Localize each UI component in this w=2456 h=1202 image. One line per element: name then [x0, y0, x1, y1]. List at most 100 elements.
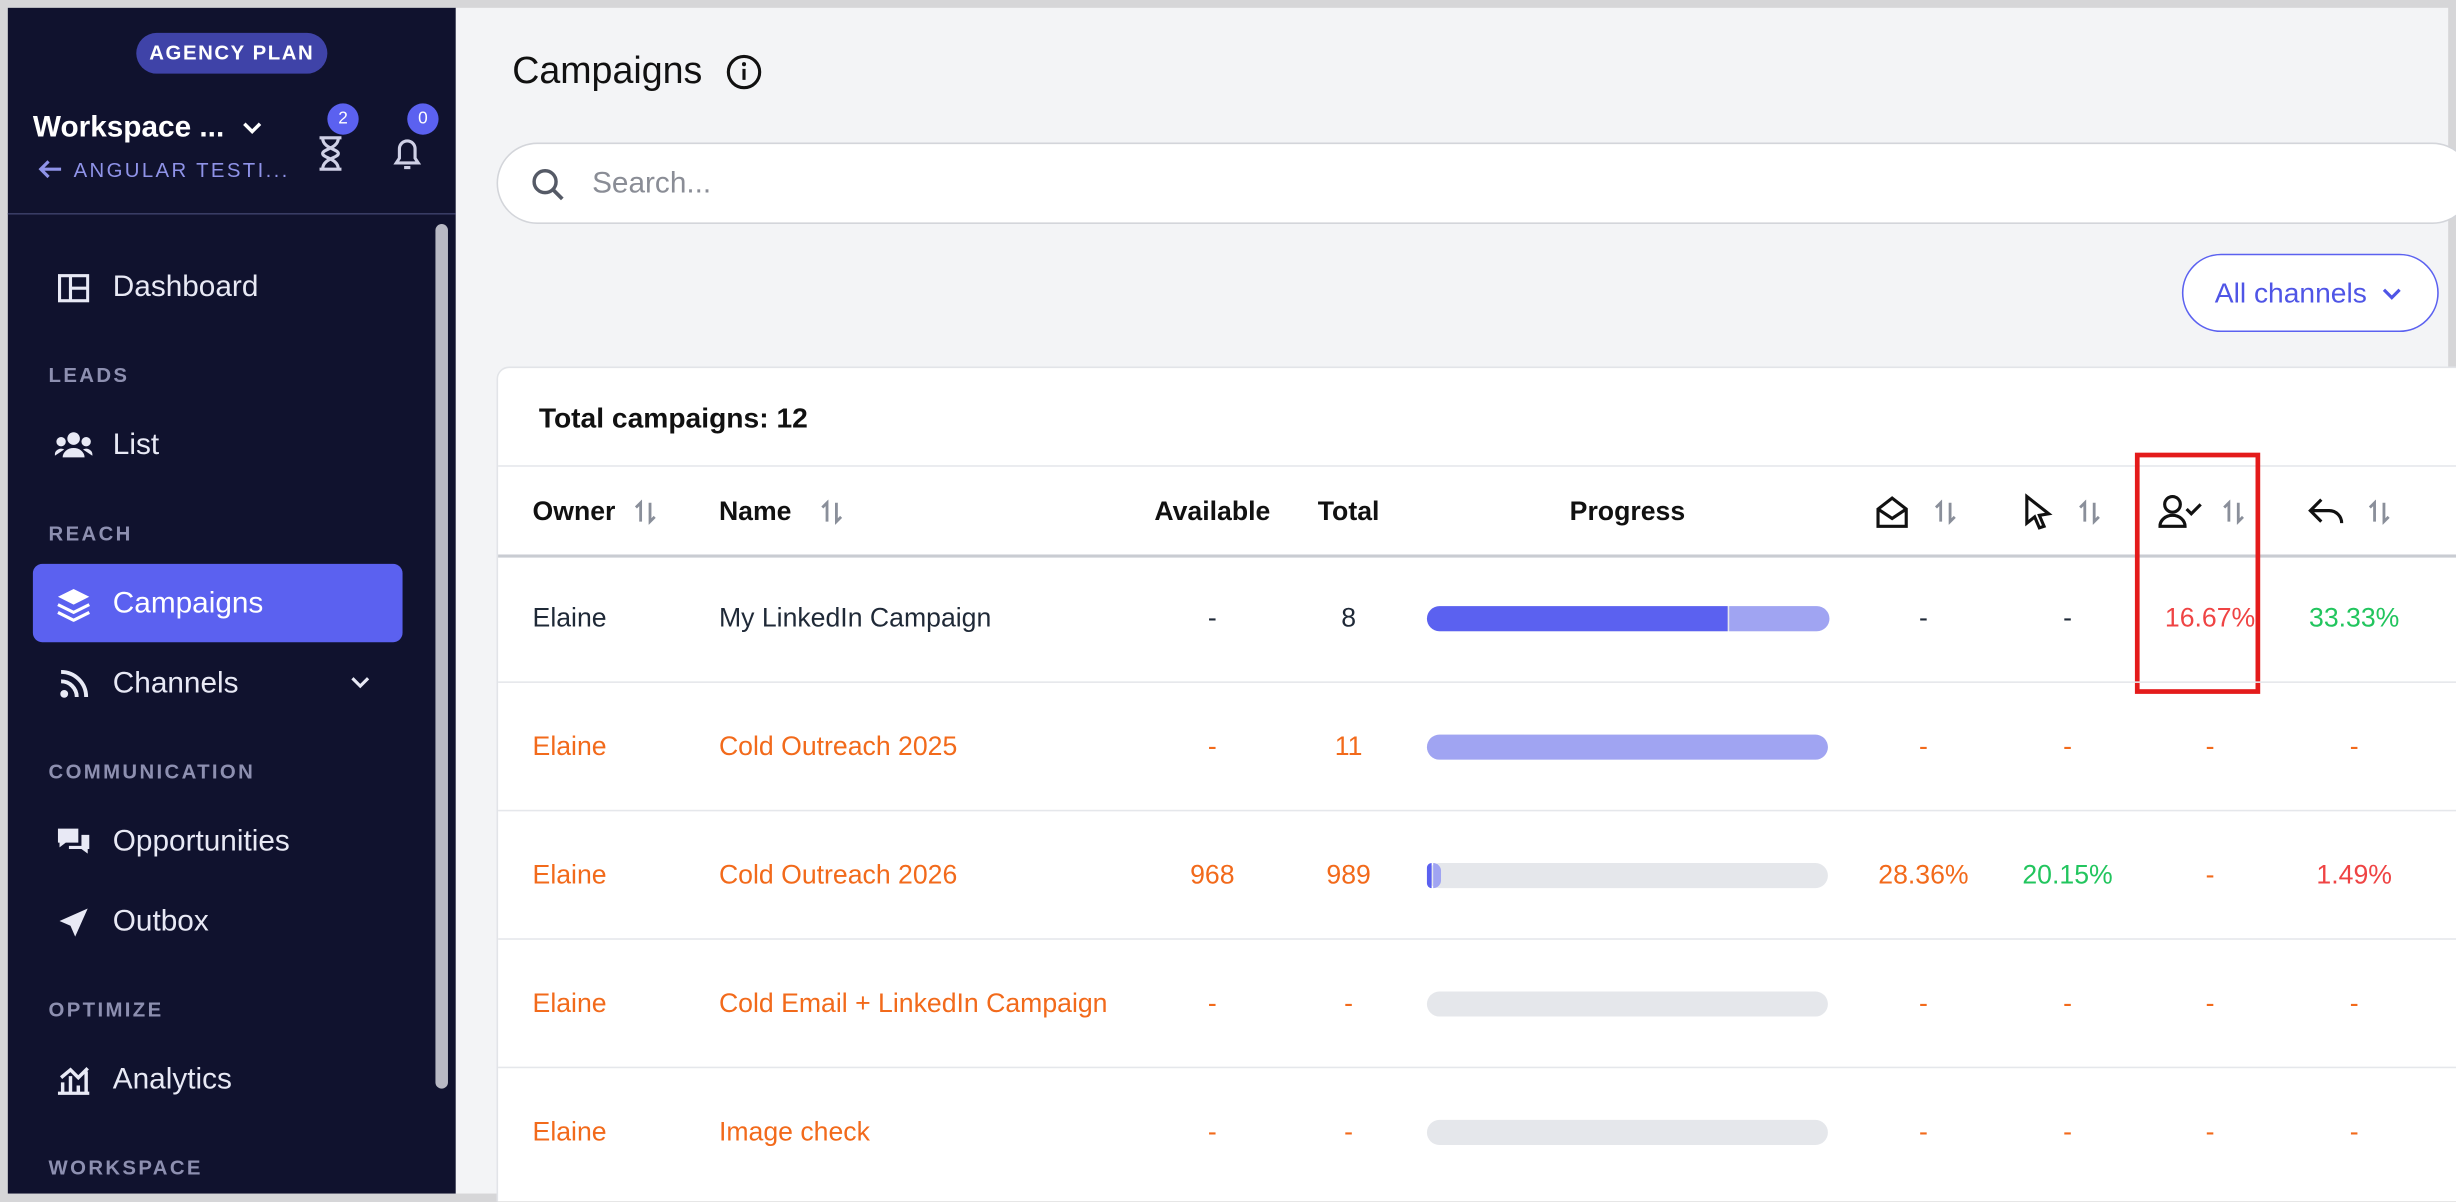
cell: 989 — [1326, 859, 1371, 890]
chevron — [243, 122, 262, 135]
cell: - — [1207, 731, 1217, 762]
nav-item[interactable]: Dashboard — [112, 270, 259, 304]
sidebar: AGENCY PLAN Workspace ... ANGULAR TESTI.… — [7, 7, 456, 1194]
nav-item[interactable]: Outbox — [112, 905, 209, 939]
row-divider — [498, 1066, 2456, 1069]
nav-item[interactable]: Analytics — [112, 1063, 232, 1097]
cell: Elaine — [532, 731, 607, 762]
sort-icon[interactable] — [2223, 499, 2245, 525]
chevron — [351, 677, 370, 689]
bell-icon[interactable] — [390, 133, 424, 174]
cell: Cold Outreach 2025 — [718, 731, 958, 762]
campaign-table: Total campaigns: 12 Owner Name Available To… — [496, 366, 2456, 1202]
cell: - — [1207, 603, 1217, 633]
channels-icon — [60, 669, 89, 698]
sort-icon[interactable] — [1934, 499, 1956, 525]
column-header: Progress — [1569, 496, 1686, 527]
sort-icon[interactable] — [2079, 499, 2101, 525]
total-label: Total campaigns: — [538, 402, 769, 434]
total-value: 12 — [776, 402, 808, 434]
info-icon[interactable] — [725, 53, 763, 91]
scrollbar[interactable] — [435, 223, 448, 1089]
outbox-icon — [59, 908, 88, 937]
channel-filter[interactable]: All channels — [2181, 253, 2439, 333]
nav-item[interactable]: List — [112, 429, 160, 463]
back-arrow — [38, 160, 62, 179]
sort-icon[interactable] — [2368, 499, 2390, 525]
opportunities-icon — [57, 828, 90, 854]
row-divider — [498, 809, 2456, 812]
cell: Image check — [718, 1116, 870, 1147]
divider — [498, 465, 2456, 467]
main: Campaigns Search... All channels Total c… — [455, 7, 2456, 1202]
cell: Elaine — [532, 603, 607, 633]
sort-icon[interactable] — [821, 499, 843, 525]
timer-icon[interactable] — [313, 133, 347, 174]
cell: Elaine — [532, 859, 607, 890]
cell: My LinkedIn Campaign — [718, 603, 992, 633]
cell: - — [2205, 731, 2215, 762]
cell: - — [1918, 731, 1928, 762]
nav-section: WORKSPACE — [48, 1155, 203, 1180]
cell: - — [2205, 859, 2215, 890]
nav-section: REACH — [48, 521, 133, 546]
search-icon — [532, 169, 564, 201]
nav-section: LEADS — [48, 363, 130, 387]
cell: - — [2063, 603, 2072, 633]
cell: 11 — [1334, 731, 1363, 762]
cell: Elaine — [532, 1116, 607, 1147]
replied-icon — [2308, 498, 2344, 524]
cell: - — [2349, 731, 2359, 762]
progress-queued — [1729, 606, 1830, 632]
cell: 28.36% — [1878, 859, 1969, 890]
total-campaigns: Total campaigns: 12 — [539, 403, 808, 436]
cell: 1.49% — [2316, 859, 2392, 890]
cell: - — [1344, 1116, 1354, 1147]
cell: - — [1207, 1116, 1217, 1147]
workspace-switcher[interactable]: Workspace ... — [33, 111, 264, 145]
active-highlight — [32, 563, 403, 643]
cell: - — [2349, 988, 2359, 1019]
cell: - — [1918, 603, 1928, 633]
back-link[interactable]: ANGULAR TESTI... — [73, 158, 290, 182]
cell: - — [1344, 988, 1354, 1019]
filter-label: All channels — [2214, 277, 2367, 309]
highlight-box — [2134, 452, 2261, 694]
cell: Elaine — [532, 988, 607, 1019]
cell: 968 — [1190, 859, 1235, 890]
cell: 20.15% — [2022, 859, 2113, 890]
cell: - — [2063, 1116, 2072, 1147]
cell: - — [2063, 988, 2072, 1019]
list-icon — [54, 432, 93, 458]
nav-item[interactable]: Opportunities — [112, 825, 290, 859]
clicked-icon — [2025, 493, 2053, 530]
cell: - — [1918, 988, 1928, 1019]
page-title: Campaigns — [512, 50, 703, 93]
progress-queued — [1426, 734, 1828, 760]
progress-done — [1426, 863, 1431, 889]
nav-section: COMMUNICATION — [48, 759, 256, 784]
row-divider — [498, 681, 2456, 683]
header-divider — [498, 554, 2456, 558]
dashboard-icon — [57, 274, 90, 303]
campaigns-icon — [57, 588, 90, 622]
column-header: Total — [1317, 496, 1380, 527]
nav-item[interactable]: Campaigns — [112, 587, 264, 621]
row-divider — [498, 938, 2456, 940]
progress-track — [1426, 863, 1828, 889]
search-box[interactable]: Search... — [496, 142, 2456, 224]
column-header: Available — [1154, 496, 1271, 527]
analytics-icon — [57, 1067, 90, 1095]
progress-queued — [1432, 863, 1441, 889]
column-header: Owner — [532, 496, 616, 527]
sort-icon[interactable] — [634, 499, 656, 525]
cell: - — [1918, 1116, 1928, 1147]
cell: 33.33% — [2309, 603, 2400, 633]
timer-badge: 2 — [327, 103, 359, 135]
opened-icon — [1876, 496, 1908, 528]
progress-done — [1426, 606, 1728, 632]
nav-item[interactable]: Channels — [112, 667, 239, 701]
cell: - — [2205, 1116, 2215, 1147]
